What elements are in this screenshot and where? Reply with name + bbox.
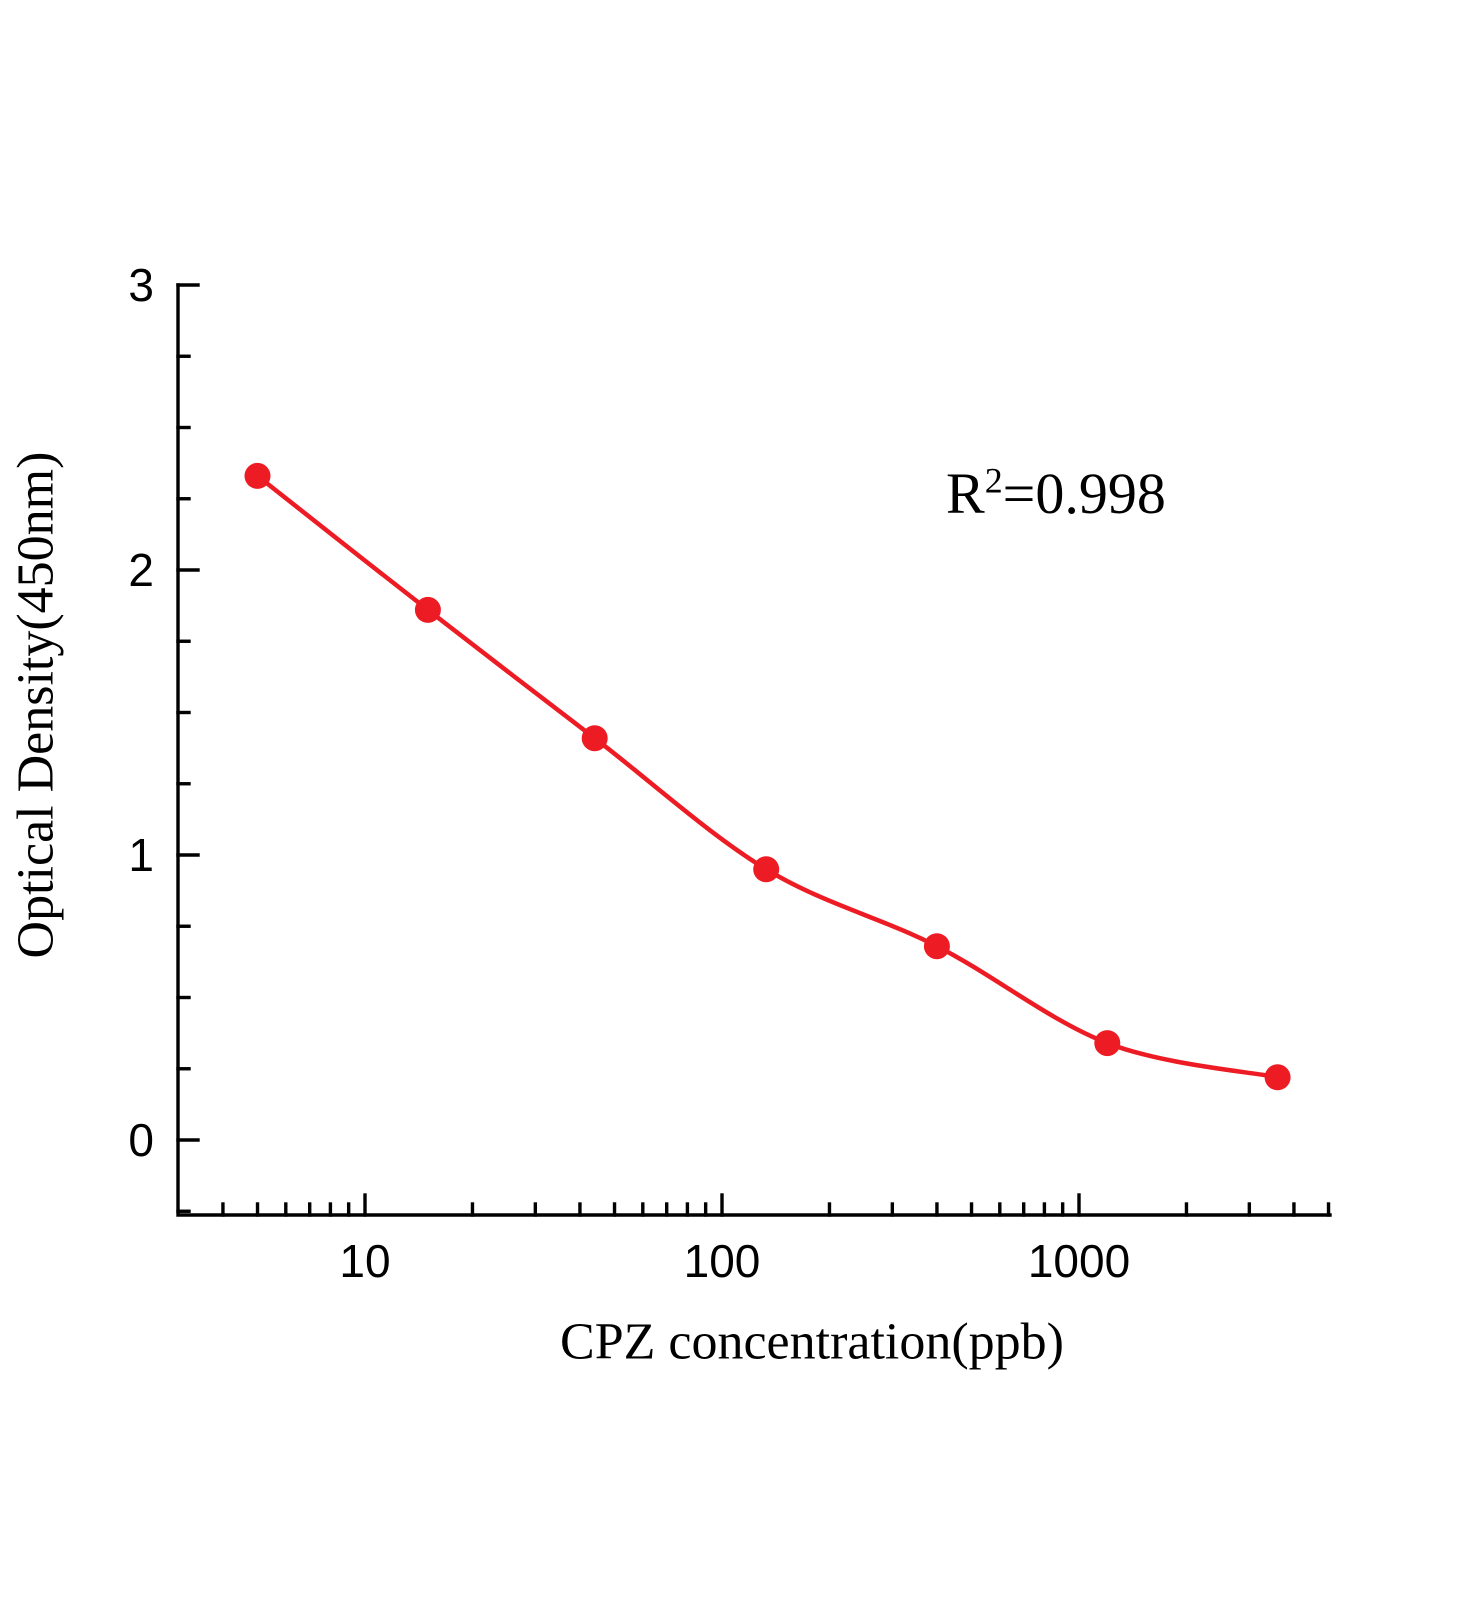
r-squared-annotation: R2=0.998 xyxy=(946,460,1166,527)
data-points xyxy=(244,462,1291,1091)
y-axis-title: Optical Density(450nm) xyxy=(7,451,65,959)
r-squared-value: =0.998 xyxy=(1002,461,1166,526)
x-tick-label: 10 xyxy=(339,1235,390,1287)
y-tick-label: 1 xyxy=(128,829,154,881)
x-axis-title: CPZ concentration(ppb) xyxy=(560,1313,1064,1371)
fit-curve xyxy=(255,473,1280,1080)
y-tick-label: 2 xyxy=(128,544,154,596)
axes xyxy=(176,283,1332,1217)
y-tick-label: 0 xyxy=(128,1114,154,1166)
data-point xyxy=(923,933,950,960)
data-point xyxy=(1094,1030,1121,1057)
y-tick-label: 3 xyxy=(128,259,154,311)
r-squared-exponent: 2 xyxy=(984,460,1003,501)
r-squared-base: R xyxy=(946,461,985,526)
x-tick-label: 100 xyxy=(684,1235,761,1287)
x-tick-label: 1000 xyxy=(1028,1235,1130,1287)
data-point xyxy=(581,725,608,752)
data-point xyxy=(1264,1064,1291,1091)
data-point xyxy=(244,462,271,489)
axis-lines xyxy=(176,283,1332,1217)
data-point xyxy=(753,856,780,883)
data-point xyxy=(414,596,441,623)
tick-labels: 10 100 1000 0 1 2 3 xyxy=(128,259,1130,1287)
